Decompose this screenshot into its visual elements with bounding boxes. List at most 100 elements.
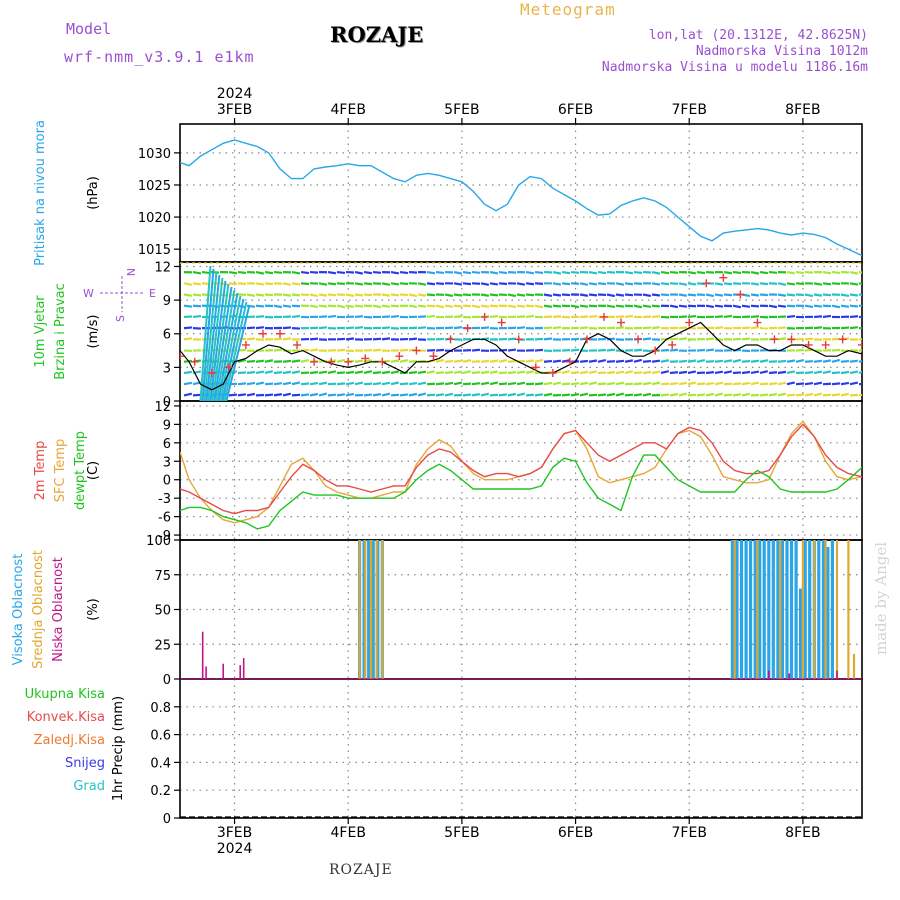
wind-arrow: [606, 348, 616, 352]
wind-arrow: [264, 282, 274, 286]
wind-arrow: [525, 293, 535, 297]
wind-arrow: [408, 293, 418, 298]
high-cloud-bar: [362, 540, 366, 679]
wind-arrow: [213, 286, 233, 401]
wind-gust-marker: [821, 340, 830, 349]
wind-arrow: [192, 282, 202, 286]
wind-arrow: [651, 359, 661, 363]
x-tick-label-top: 5FEB: [444, 102, 479, 118]
wind-arrow: [534, 348, 544, 352]
wind-arrow: [849, 304, 859, 308]
high-cloud-bar: [735, 540, 739, 679]
wind-arrow: [552, 359, 562, 363]
panel-label-wind: Brzina i Pravac: [53, 283, 68, 380]
wind-arrow: [588, 314, 598, 319]
y-tick-label: 3: [163, 361, 171, 376]
wind-arrow: [246, 326, 256, 330]
pressure-line: [180, 139, 862, 257]
model-name: wrf-nmm_v3.9.1 e1km: [64, 48, 255, 66]
wind-arrow: [615, 304, 625, 308]
wind-arrow: [714, 370, 724, 375]
wind-arrow: [624, 393, 634, 397]
wind-arrow: [606, 360, 616, 363]
wind-arrow: [273, 348, 283, 352]
panel-unit-cloud: (%): [86, 598, 101, 621]
high-cloud-bar: [762, 540, 766, 679]
wind-arrow: [309, 270, 319, 274]
wind-gust-marker: [651, 346, 660, 355]
wind-arrow: [786, 304, 796, 308]
high-cloud-bar: [744, 540, 748, 679]
wind-gust-marker: [702, 279, 711, 288]
wind-arrow: [633, 270, 643, 275]
panel-unit-temp: (C): [86, 461, 101, 480]
wind-gust-marker: [770, 335, 779, 344]
panel-label-pressure: Pritisak na nivou mora: [33, 120, 48, 266]
wind-arrow: [345, 392, 355, 397]
wind-arrow: [426, 370, 436, 375]
wind-arrow: [246, 370, 256, 375]
wind-arrow: [354, 381, 364, 386]
model-elevation: Nadmorska Visina u modelu 1186.16m: [601, 60, 868, 75]
wind-arrow: [345, 293, 355, 297]
wind-gust-marker: [787, 335, 796, 344]
wind-arrow: [291, 293, 301, 297]
wind-arrow: [516, 326, 526, 330]
wind-arrow: [207, 277, 224, 401]
panel-label-temp: 2m Temp: [33, 441, 48, 501]
wind-arrow: [651, 293, 661, 297]
wind-arrow: [750, 315, 760, 319]
wind-arrow: [597, 382, 607, 386]
wind-arrow: [633, 371, 643, 375]
wind-arrow: [579, 293, 589, 297]
wind-arrow: [750, 359, 760, 363]
x-tick-label-bottom: 6FEB: [558, 825, 593, 841]
wind-arrow: [282, 381, 292, 386]
wind-arrow: [714, 381, 724, 386]
wind-arrow: [417, 381, 427, 386]
wind-gust-marker: [497, 318, 506, 327]
wind-arrow: [489, 304, 499, 308]
wind-arrow: [669, 393, 679, 397]
high-cloud-bar: [821, 540, 825, 679]
wind-arrow: [183, 370, 193, 375]
panel-frame-precip: [179, 678, 863, 819]
wind-arrow: [813, 282, 823, 286]
wind-arrow: [822, 370, 832, 375]
wind-arrow: [777, 282, 787, 286]
y-tick-label: -6: [158, 511, 171, 526]
y-tick-label: 1025: [138, 179, 171, 194]
wind-arrow: [858, 270, 862, 274]
wind-arrow: [723, 271, 733, 275]
x-tick-label-bottom: 4FEB: [331, 825, 366, 841]
wind-arrow: [588, 282, 598, 286]
wind-arrow: [489, 393, 499, 397]
wind-arrow: [624, 359, 634, 363]
wind-arrow: [489, 359, 499, 363]
panel-unit-wind: (m/s): [86, 315, 101, 349]
panel-frame-temp: [179, 400, 863, 541]
wind-gust-marker: [446, 335, 455, 344]
wind-arrow: [273, 337, 283, 341]
compass-cross: [100, 276, 145, 312]
wind-arrow: [786, 293, 796, 297]
panel-label-temp: SFC Temp: [53, 439, 68, 503]
wind-arrow: [714, 304, 724, 308]
wind-arrow: [390, 359, 400, 363]
wind-arrow: [363, 382, 373, 386]
wind-arrow: [768, 304, 778, 309]
wind-gust-marker: [258, 329, 267, 338]
wind-arrow: [696, 359, 706, 363]
wind-arrow: [561, 282, 571, 286]
high-cloud-bar: [808, 540, 812, 679]
wind-arrow: [705, 304, 715, 309]
wind-arrow: [849, 326, 859, 330]
wind-arrow: [408, 360, 418, 363]
high-cloud-bar: [371, 540, 375, 679]
wind-arrow: [831, 282, 841, 285]
wind-arrow: [444, 370, 454, 375]
wind-arrow: [489, 293, 499, 297]
wind-arrow: [849, 359, 859, 363]
wind-arrow: [211, 283, 230, 401]
wind-arrow: [840, 326, 850, 330]
